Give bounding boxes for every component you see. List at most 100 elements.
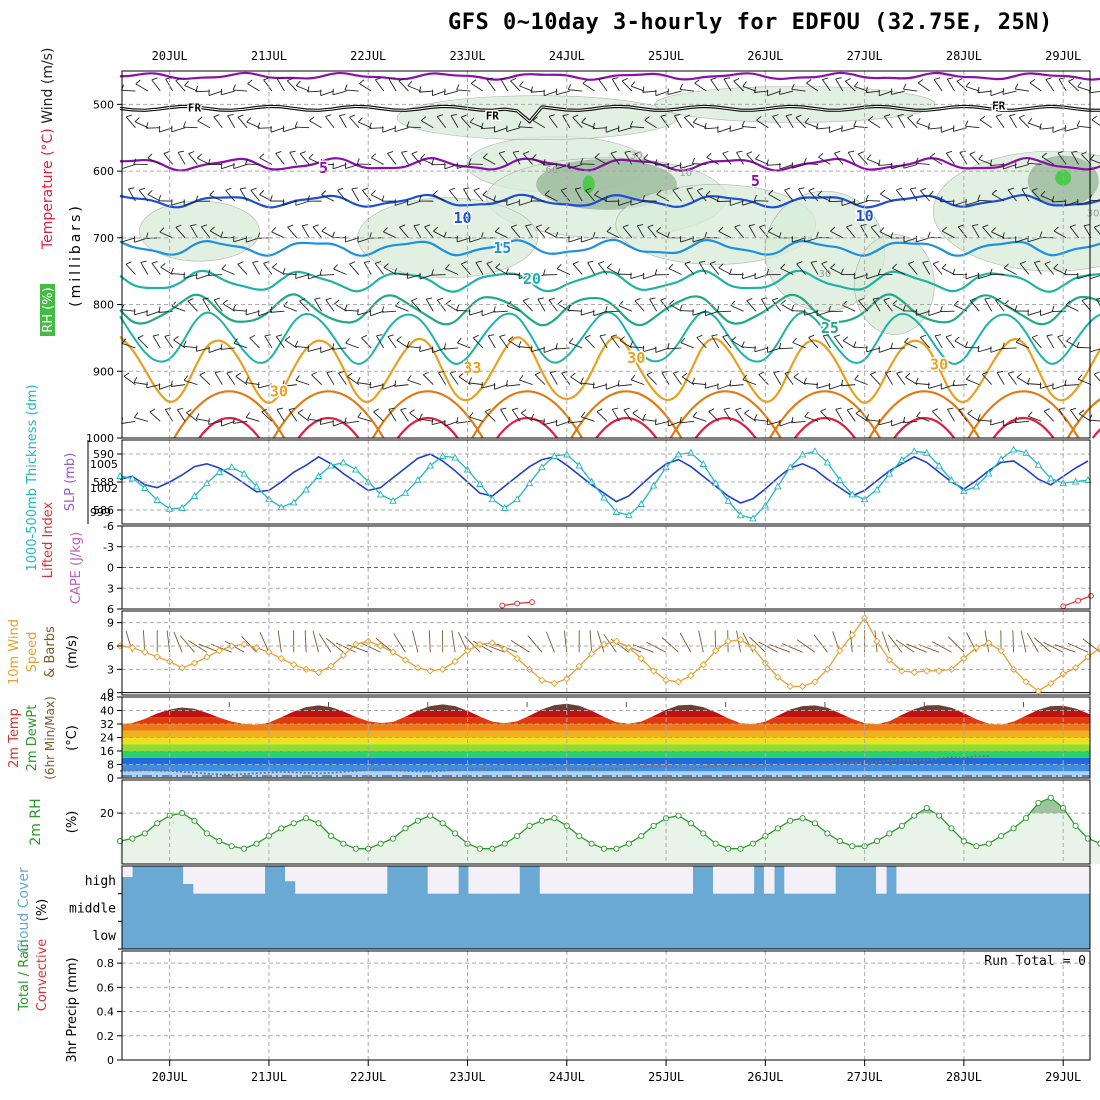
wind-barb-flag xyxy=(1003,300,1009,305)
wind-barb xyxy=(160,266,173,275)
wind-barb-10m xyxy=(411,630,419,653)
wind-barb xyxy=(237,263,248,275)
wind-barb xyxy=(344,420,359,424)
wind-barb xyxy=(1040,310,1054,316)
rh-point xyxy=(489,845,496,852)
wind-barb xyxy=(810,262,819,275)
wind-barb xyxy=(463,188,471,202)
wind-barb-flag xyxy=(213,297,220,301)
slp-point xyxy=(153,496,162,503)
wind-barb xyxy=(233,237,248,243)
wind-barb-flag xyxy=(710,77,717,81)
slp-point xyxy=(314,472,323,479)
wind-barb-flag xyxy=(225,187,232,191)
wind-barb-flag xyxy=(780,300,786,305)
wind-barb-flag xyxy=(979,115,986,121)
cloud-high-gap xyxy=(560,866,571,894)
wind-barb-flag xyxy=(594,153,600,158)
wind-barb-flag xyxy=(523,151,530,155)
cloud-high-gap xyxy=(1059,866,1071,894)
wind-barb xyxy=(171,127,186,133)
wind-barb xyxy=(125,263,136,275)
wind-barb-flag xyxy=(369,232,372,239)
cloud-high-gap xyxy=(254,866,266,894)
wind-barb xyxy=(409,412,422,422)
wind-barb-flag xyxy=(691,377,696,384)
wind-barb-flag xyxy=(722,334,729,338)
wind-barb xyxy=(382,384,397,390)
wind-barb-flag xyxy=(803,377,807,384)
isotherm-dome xyxy=(868,390,981,439)
slp-point xyxy=(426,461,435,469)
wind-barb xyxy=(396,339,409,349)
wind-barb xyxy=(1027,237,1042,243)
rh-point xyxy=(774,825,781,832)
wind-barb-flag xyxy=(708,408,715,412)
wind-barb-flag xyxy=(431,269,434,276)
wind-barb-flag xyxy=(276,334,283,337)
rh-point xyxy=(216,838,223,845)
rh-shade xyxy=(854,234,935,335)
axis-label: 1000-500mb Thickness (dm) xyxy=(25,384,40,571)
y-tick-label: 3 xyxy=(107,663,114,676)
wind-barb-flag xyxy=(294,340,299,347)
wind-barb xyxy=(1053,230,1067,239)
wind-barb xyxy=(634,300,645,312)
wind-barb xyxy=(333,420,347,427)
wind-barb-flag xyxy=(418,86,422,93)
wind-barb-flag xyxy=(149,408,156,413)
wind-barb xyxy=(1009,115,1017,128)
wind-barb xyxy=(754,200,769,202)
wind-barb-flag xyxy=(259,153,265,159)
wind-barb-flag xyxy=(424,224,431,228)
wind-barb xyxy=(846,226,856,239)
wind-barb xyxy=(1057,336,1067,349)
wind-barb xyxy=(220,347,235,350)
wind-barb-flag xyxy=(532,116,538,121)
wind-barb-flag xyxy=(263,77,270,81)
wind-barb-flag xyxy=(1051,196,1055,203)
wind-barb xyxy=(411,300,422,312)
slp-point xyxy=(997,455,1005,463)
cloud-high-gap xyxy=(122,866,133,878)
wind-barb xyxy=(1077,86,1092,92)
wind-barb-flag xyxy=(495,263,501,268)
wind-barb xyxy=(544,230,558,239)
wind-barb-flag xyxy=(723,77,730,80)
wind-barb-flag xyxy=(567,83,572,90)
rh-point xyxy=(675,812,682,819)
wind-barb xyxy=(1089,91,1100,94)
wind-barb-flag xyxy=(821,261,828,265)
wind-barb xyxy=(866,200,881,202)
wind-barb-flag xyxy=(617,380,620,387)
wind-barb xyxy=(754,347,769,353)
wind-barb xyxy=(432,347,446,353)
wind-barb-flag xyxy=(977,414,981,421)
wind-barb-flag xyxy=(145,122,149,129)
wind-barb xyxy=(184,85,198,92)
wind-barb-flag xyxy=(1014,416,1017,423)
wind-barb-flag xyxy=(1029,79,1036,84)
wind-barb xyxy=(523,153,533,165)
wind-barb-flag xyxy=(275,151,282,154)
wind-speed-point xyxy=(414,664,422,672)
wind-barb xyxy=(1027,310,1042,316)
isotherm-label: FR xyxy=(992,99,1006,112)
wind-barb-flag xyxy=(257,122,261,129)
wind-barb xyxy=(834,152,844,165)
wind-barb xyxy=(1093,373,1100,382)
wind-barb-flag xyxy=(587,260,594,263)
isotherm-line xyxy=(119,269,1100,293)
wind-barb xyxy=(668,268,682,275)
cloud-high-gap xyxy=(896,866,907,894)
wind-barb-flag xyxy=(530,413,535,420)
temp-band xyxy=(122,717,1090,724)
wind-barb xyxy=(847,152,856,165)
wind-barb xyxy=(283,305,297,312)
wind-barb-flag xyxy=(369,381,372,389)
wind-barb-flag xyxy=(908,261,915,265)
wind-barb-flag xyxy=(766,159,769,166)
wind-barb-flag xyxy=(1070,407,1077,411)
wind-barb xyxy=(374,263,384,275)
wind-barb-10m xyxy=(510,640,530,653)
